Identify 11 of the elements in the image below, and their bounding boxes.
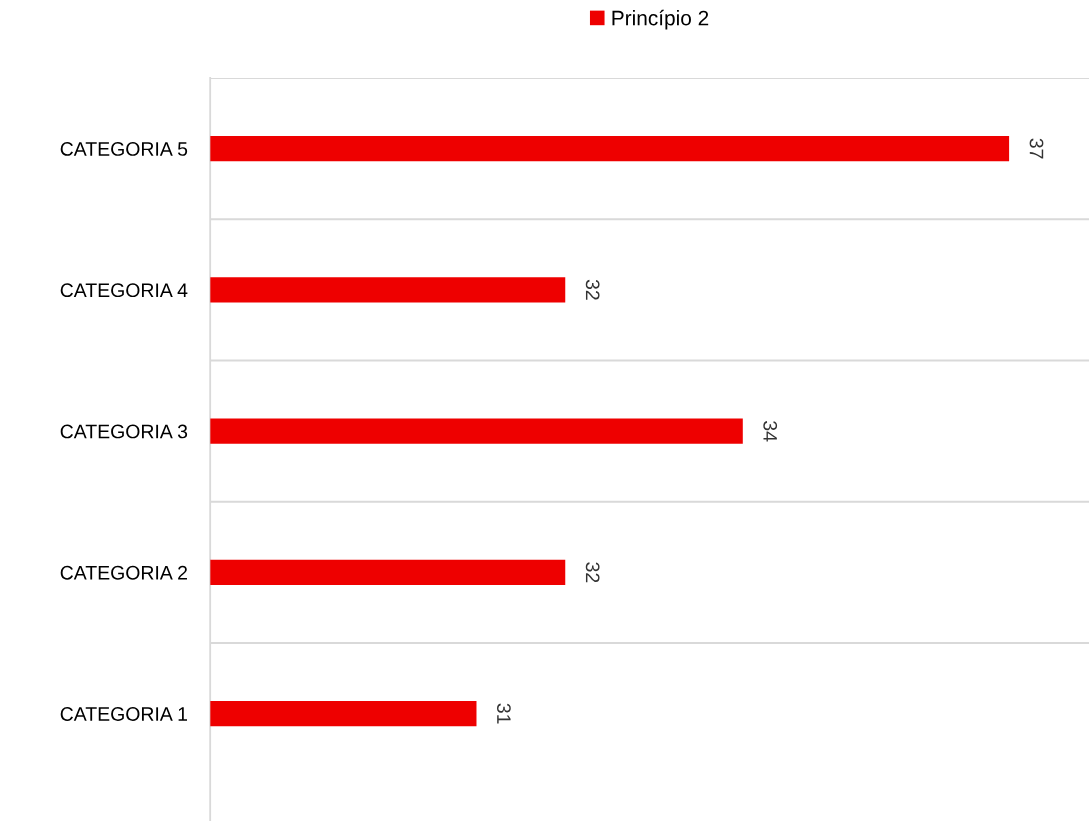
- data-label: 32: [585, 562, 600, 583]
- y-tick-label: CATEGORIA 5: [60, 142, 188, 156]
- y-tick-label: CATEGORIA 4: [60, 283, 188, 298]
- legend-label: Princípio 2: [612, 9, 709, 30]
- y-tick-label: CATEGORIA 3: [60, 424, 188, 439]
- y-tick-label: CATEGORIA 1: [60, 707, 188, 721]
- data-label: 34: [763, 421, 778, 442]
- data-label: 37: [1029, 138, 1044, 159]
- data-label: 32: [585, 279, 600, 300]
- y-tick-label: CATEGORIA 2: [60, 565, 187, 580]
- data-label: 31: [497, 703, 511, 724]
